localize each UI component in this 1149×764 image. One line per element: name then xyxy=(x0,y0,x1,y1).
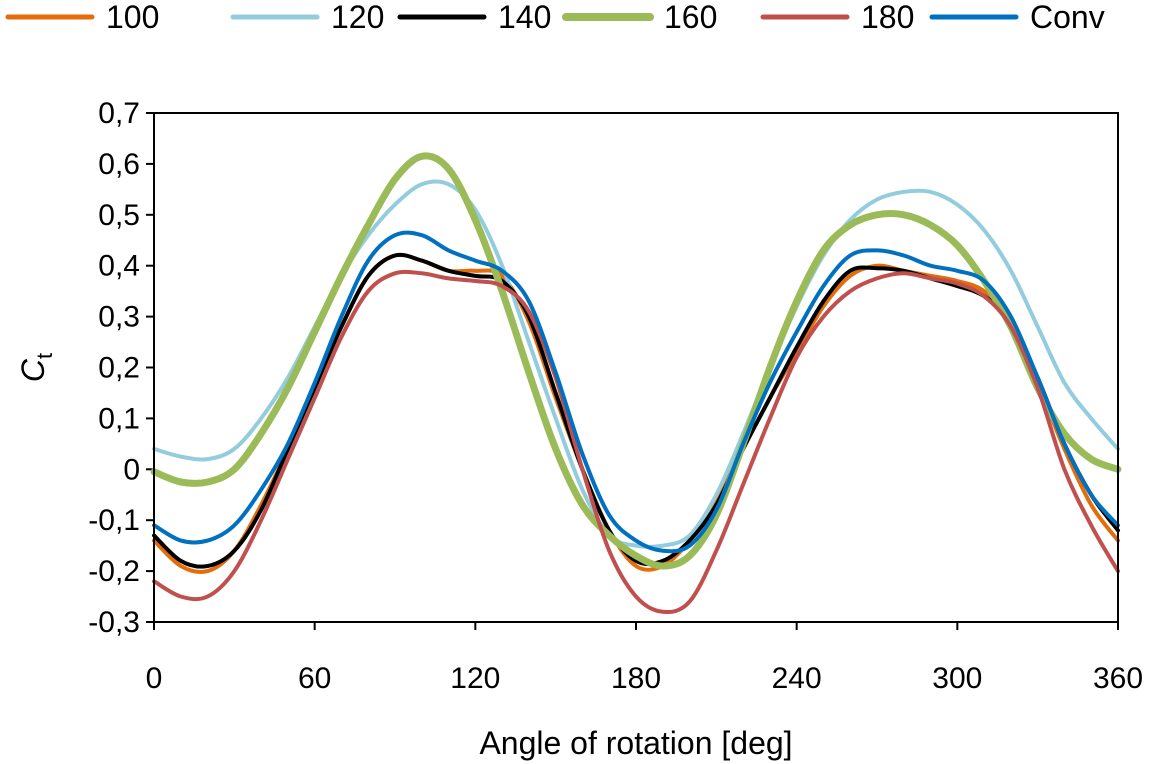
legend-label-180: 180 xyxy=(861,0,914,35)
legend-label-120: 120 xyxy=(331,0,384,35)
y-tick-label: 0,5 xyxy=(98,199,140,232)
chart-legend: 100 120 140 160 180 Conv xyxy=(5,0,1105,35)
y-axis-title-subscript: t xyxy=(32,353,57,359)
y-tick-label: 0,2 xyxy=(98,352,140,385)
y-tick-label: 0 xyxy=(123,453,140,486)
plot-area-frame xyxy=(153,112,1119,623)
x-tick-label: 240 xyxy=(772,662,822,695)
y-tick-label: 0,6 xyxy=(98,148,140,181)
y-tick-label: -0,2 xyxy=(88,555,140,588)
x-tick-label: 300 xyxy=(932,662,982,695)
x-axis-title: Angle of rotation [deg] xyxy=(479,725,792,761)
y-tick-label: -0,3 xyxy=(88,606,140,639)
legend-label-100: 100 xyxy=(106,0,159,35)
legend-label-conv: Conv xyxy=(1030,0,1105,35)
x-tick-label: 360 xyxy=(1093,662,1143,695)
y-tick-label: 0,3 xyxy=(98,301,140,334)
series-line-100 xyxy=(152,252,1120,575)
x-tick-label: 180 xyxy=(611,662,661,695)
y-tick-label: 0,7 xyxy=(98,97,140,130)
series-line-160 xyxy=(150,152,1122,570)
x-tick-label: 120 xyxy=(450,662,500,695)
series-line-140 xyxy=(152,252,1120,569)
y-axis-title-main: C xyxy=(15,358,51,382)
y-axis-title: Ct xyxy=(15,353,57,382)
y-tick-label: -0,1 xyxy=(88,504,140,537)
series-line-conv xyxy=(152,230,1120,554)
x-tick-label: 0 xyxy=(146,662,163,695)
series-lines xyxy=(150,152,1122,615)
y-tick-label: 0,1 xyxy=(98,402,140,435)
y-tick-label: 0,4 xyxy=(98,250,140,283)
legend-label-160: 160 xyxy=(664,0,717,35)
y-axis-ticks: -0,3 -0,2 -0,1 0 0,1 0,2 0,3 0,4 0,5 0,6 0,7 xyxy=(88,97,154,639)
x-axis-ticks: 0 60 120 180 240 300 360 xyxy=(146,622,1143,695)
legend-label-140: 140 xyxy=(498,0,551,35)
series-line-180 xyxy=(152,269,1120,615)
x-tick-label: 60 xyxy=(298,662,331,695)
